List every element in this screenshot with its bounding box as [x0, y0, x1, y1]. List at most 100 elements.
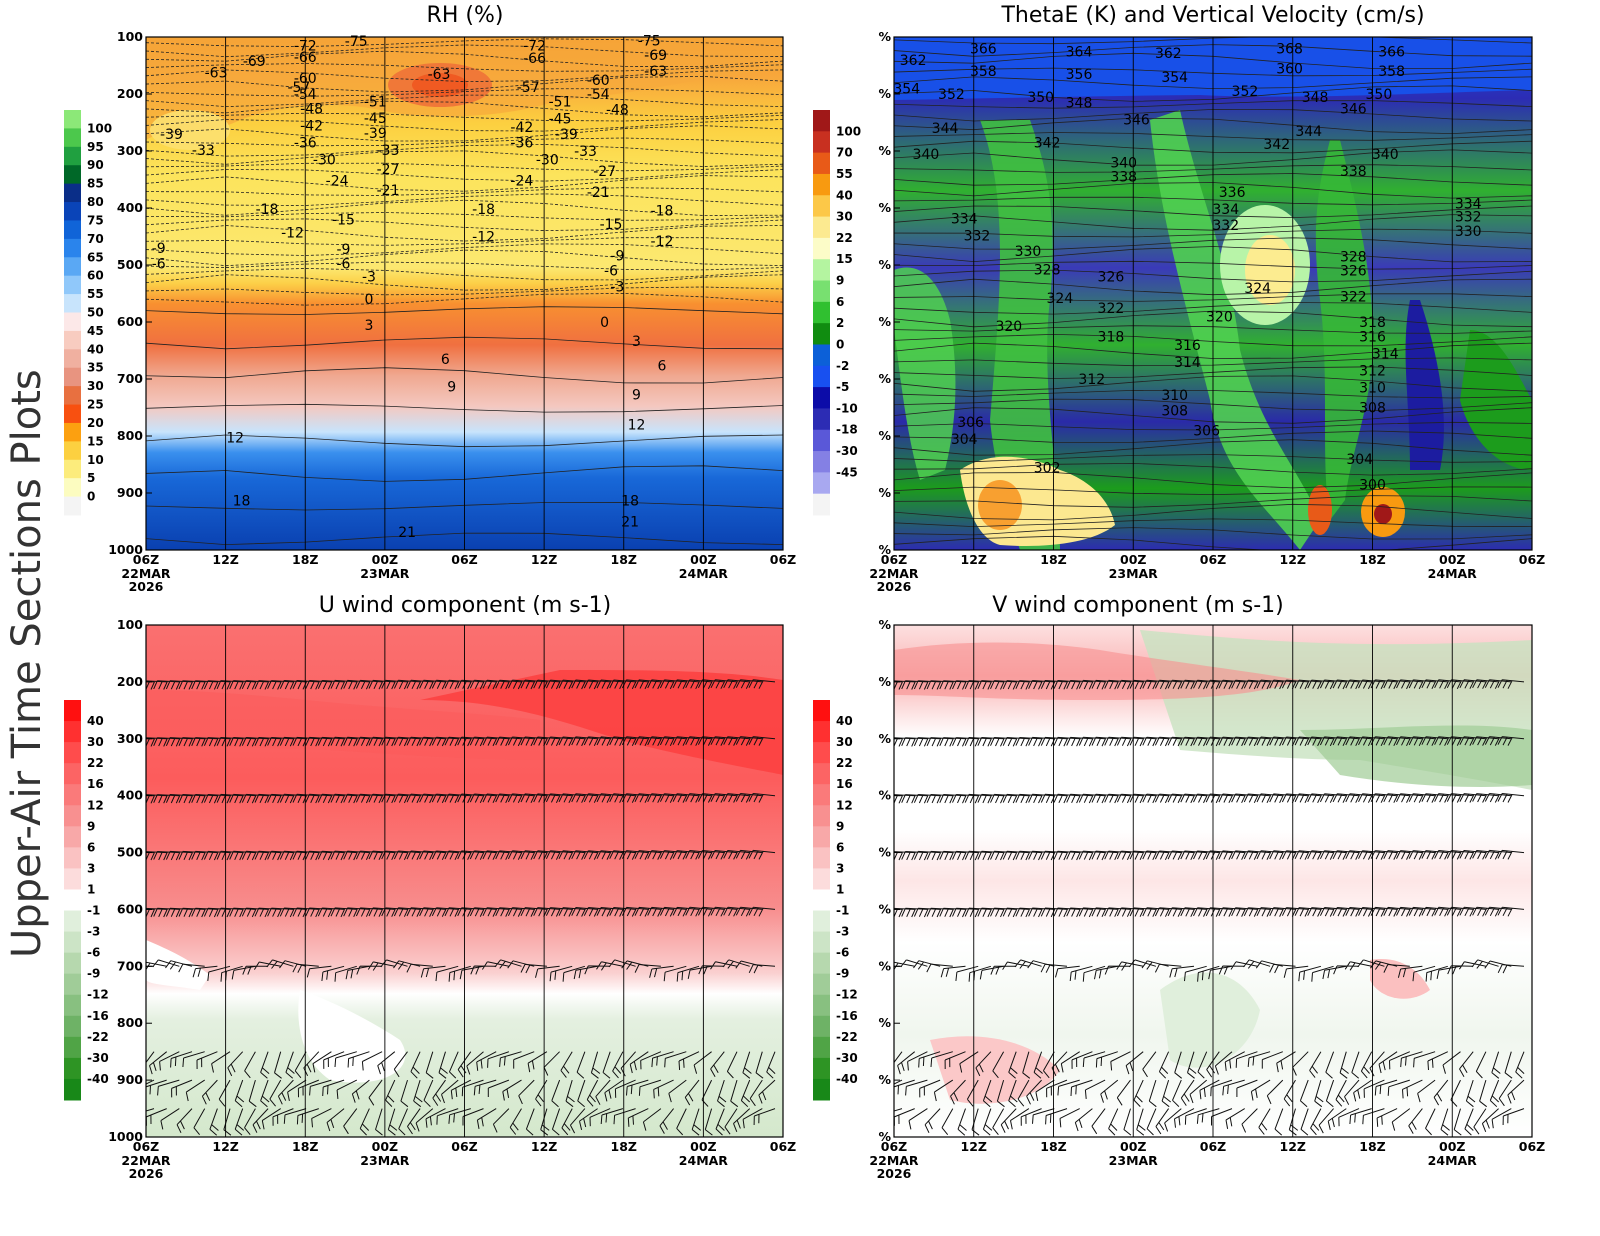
vwind-wind-barb	[1475, 1051, 1487, 1079]
vwind-wind-barb	[1472, 793, 1499, 803]
vwind-wind-barb	[957, 1108, 967, 1136]
rh-colorbar-label: 55	[87, 287, 104, 301]
vwind-wind-barb	[1351, 1051, 1360, 1079]
uwind-wind-barb	[492, 1108, 510, 1133]
vwind-wind-barb	[1066, 793, 1093, 804]
vwind-colorbar-swatch	[813, 784, 830, 806]
uwind-wind-barb	[621, 679, 649, 690]
vwind-wind-barb	[1319, 679, 1347, 690]
uwind-wind-barb	[697, 906, 725, 917]
uwind-wind-barb	[355, 736, 383, 747]
thetae-x-tick: 06Z	[1200, 552, 1226, 567]
vwind-wind-barb	[1370, 793, 1398, 803]
rh-colorbar-swatch	[64, 459, 81, 479]
uwind-wind-barb	[685, 793, 712, 803]
uwind-wind-barb	[149, 1051, 168, 1075]
uwind-wind-barb	[740, 1079, 751, 1108]
uwind-wind-barb	[330, 736, 357, 747]
vwind-wind-barb	[1142, 850, 1169, 861]
uwind-wind-barb	[153, 851, 180, 861]
rh-colorbar-swatch	[64, 422, 81, 442]
vwind-wind-barb	[1193, 736, 1220, 747]
vwind-wind-barb	[1497, 906, 1525, 917]
rh-colorbar-swatch	[64, 183, 81, 203]
rh-colorbar-swatch	[64, 238, 81, 258]
uwind-wind-barb	[410, 1051, 421, 1079]
vwind-wind-barb	[913, 680, 941, 690]
uwind-wind-barb	[368, 850, 395, 861]
uwind-colorbar-swatch	[64, 994, 81, 1017]
thetae-contour-label: 342	[1034, 135, 1061, 151]
thetae-contour-label: 300	[1359, 477, 1386, 493]
vwind-wind-barb	[1015, 793, 1042, 804]
vwind-colorbar-label: -30	[836, 1051, 858, 1065]
rh-colorbar-label: 90	[87, 158, 104, 172]
thetae-contour-label: 304	[1346, 452, 1373, 468]
vwind-wind-barb	[1397, 965, 1423, 978]
thetae-date-label: 2026	[877, 579, 912, 594]
vwind-colorbar-swatch	[813, 889, 830, 912]
vwind-wind-barb	[944, 1051, 966, 1070]
uwind-wind-barb	[317, 736, 345, 747]
uwind-wind-barb	[634, 964, 661, 973]
uwind-wind-barb	[330, 907, 357, 918]
vwind-wind-barb	[1082, 1051, 1106, 1068]
uwind-wind-barb	[419, 736, 446, 747]
vwind-wind-barb	[1370, 736, 1398, 747]
uwind-colorbar-swatch	[64, 1036, 81, 1059]
uwind-wind-barb	[343, 907, 370, 918]
vwind-wind-barb	[1400, 1051, 1423, 1068]
uwind-wind-barb	[176, 1108, 193, 1134]
vwind-wind-barb	[1084, 1079, 1106, 1099]
rh-contour-line	[146, 199, 783, 216]
vwind-wind-barb	[1205, 736, 1233, 747]
thetae-contour-label: 354	[1161, 70, 1188, 86]
vwind-wind-barb	[1425, 965, 1448, 982]
vwind-wind-barb	[977, 850, 1004, 861]
vwind-wind-barb	[982, 1079, 993, 1108]
uwind-barbs	[146, 679, 776, 1136]
uwind-wind-barb	[368, 907, 395, 917]
rh-y-tick: 1000	[108, 542, 143, 557]
vwind-wind-barb	[1015, 907, 1042, 918]
rh-contour-label: -60	[294, 71, 317, 87]
vwind-wind-barb	[1241, 1108, 1258, 1133]
rh-date-label: 2026	[129, 579, 164, 594]
thetae-contour-label: 330	[1455, 224, 1482, 240]
vwind-wind-barb	[1116, 961, 1144, 971]
rh-contour-label: -9	[152, 241, 166, 257]
uwind-wind-barb	[436, 1108, 459, 1125]
vwind-colorbar-swatch	[813, 1057, 830, 1080]
uwind-wind-barb	[178, 963, 205, 973]
uwind-wind-barb	[387, 1108, 398, 1136]
uwind-y-tick: 900	[117, 1072, 143, 1087]
thetae-contour-label: 338	[1340, 164, 1367, 180]
uwind-colorbar-label: 6	[87, 840, 95, 854]
vwind-wind-barb	[1100, 1079, 1119, 1103]
uwind-wind-barb	[231, 965, 256, 980]
uwind-wind-barb	[216, 793, 243, 804]
vwind-wind-barb	[1358, 850, 1385, 860]
vwind-wind-barb	[1412, 965, 1436, 982]
uwind-wind-barb	[277, 1079, 294, 1105]
uwind-wind-barb	[279, 736, 307, 747]
uwind-x-tick: 06Z	[451, 1139, 477, 1154]
vwind-wind-barb	[1167, 736, 1195, 747]
uwind-wind-barb	[229, 850, 256, 861]
uwind-wind-barb	[476, 1051, 497, 1071]
rh-contour-label: -42	[510, 120, 533, 136]
rh-contour-label: -15	[332, 212, 355, 228]
vwind-wind-barb	[1472, 736, 1499, 746]
vwind-wind-barb	[1091, 793, 1118, 804]
uwind-y-tick: 300	[117, 731, 143, 746]
thetae-colorbar-swatch	[813, 472, 830, 495]
rh-y-tick: 600	[117, 314, 143, 329]
vwind-colorbar-swatch	[813, 973, 830, 996]
thetae-colorbar-label: -30	[836, 444, 858, 458]
vwind-wind-barb	[1498, 1079, 1512, 1107]
vwind-wind-barb	[1078, 793, 1106, 804]
vwind-wind-barb	[1002, 850, 1029, 861]
rh-contour-label: -3	[362, 269, 376, 285]
thetae-contour-label: 356	[1066, 67, 1093, 83]
thetae-contour-label: 348	[1302, 90, 1329, 106]
